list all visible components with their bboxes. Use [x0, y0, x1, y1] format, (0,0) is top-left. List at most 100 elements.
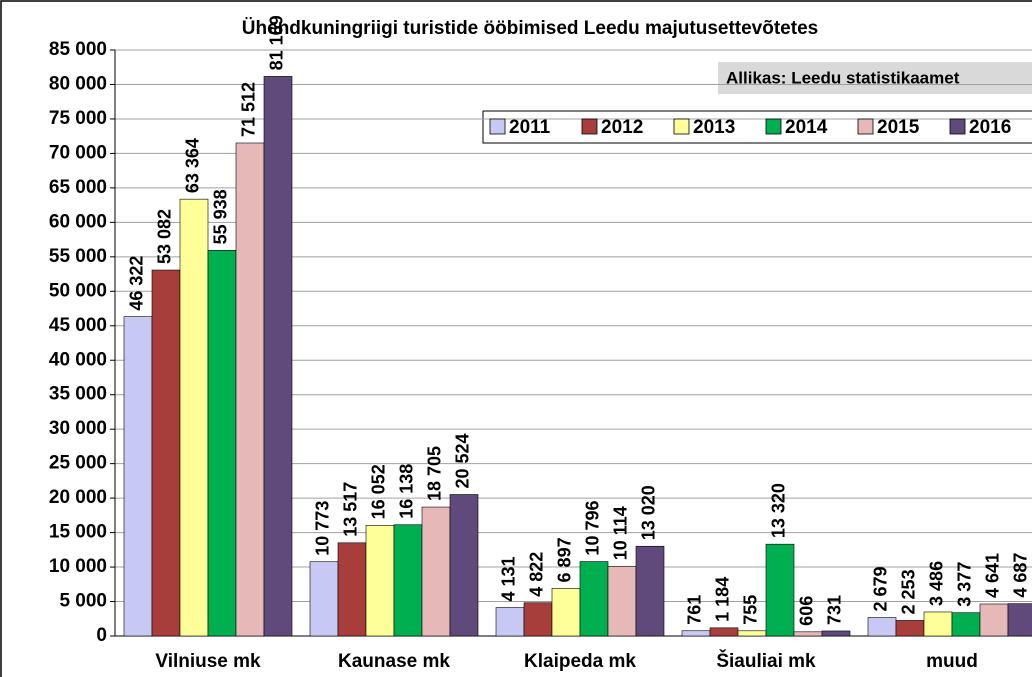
legend-label: 2015 — [877, 117, 920, 138]
data-label: 16 052 — [369, 464, 389, 519]
legend-label: 2014 — [785, 117, 828, 138]
bar — [895, 620, 925, 637]
data-label: 16 138 — [397, 464, 417, 519]
data-label: 53 082 — [155, 209, 175, 264]
bar — [207, 250, 237, 637]
data-label: 55 938 — [211, 189, 231, 244]
data-label: 81 169 — [267, 15, 287, 70]
y-tick-label: 0 — [96, 625, 107, 646]
bar — [765, 543, 795, 637]
legend-label: 2013 — [693, 117, 735, 138]
x-tick-label: muud — [926, 651, 978, 672]
bar — [709, 627, 739, 637]
legend-swatch — [581, 118, 598, 135]
bar — [151, 269, 181, 637]
y-tick-label: 60 000 — [49, 211, 107, 232]
bar — [235, 142, 265, 637]
bar — [123, 316, 153, 637]
data-label: 4 641 — [983, 553, 1003, 598]
bar — [737, 630, 767, 637]
bar — [607, 565, 637, 637]
x-tick-label: Klaipeda mk — [524, 651, 636, 672]
y-tick-label: 70 000 — [49, 142, 107, 163]
data-label: 18 705 — [425, 446, 445, 501]
legend-swatch — [673, 118, 690, 135]
bar — [821, 630, 851, 637]
bar — [579, 561, 609, 637]
data-label: 4 822 — [527, 552, 547, 597]
y-tick-label: 40 000 — [49, 349, 107, 370]
data-label: 20 524 — [453, 433, 473, 488]
bar — [951, 612, 981, 637]
data-label: 46 322 — [127, 256, 147, 311]
data-label: 10 796 — [583, 501, 603, 556]
legend-swatch — [857, 118, 874, 135]
bar — [179, 198, 209, 637]
data-label: 10 114 — [611, 506, 631, 560]
data-label: 13 020 — [639, 485, 659, 540]
y-tick-label: 80 000 — [49, 73, 107, 94]
y-tick-label: 25 000 — [49, 453, 107, 474]
data-label: 4 131 — [499, 556, 519, 601]
y-tick-label: 75 000 — [49, 108, 107, 129]
bar — [551, 588, 581, 637]
data-label: 63 364 — [183, 138, 203, 193]
legend-label: 2011 — [509, 117, 551, 138]
bar — [365, 525, 395, 637]
y-tick-label: 55 000 — [49, 246, 107, 267]
legend — [482, 110, 1032, 144]
bar — [309, 561, 339, 637]
x-tick-label: Vilniuse mk — [155, 651, 261, 672]
data-label: 4 687 — [1011, 553, 1031, 598]
y-tick-label: 50 000 — [49, 280, 107, 301]
legend-swatch — [489, 118, 506, 135]
source-note: Allikas: Leedu statistikaamet — [726, 68, 960, 87]
data-label: 755 — [741, 595, 761, 625]
bar — [1007, 603, 1032, 637]
y-tick-label: 85 000 — [49, 39, 107, 60]
y-tick-label: 65 000 — [49, 177, 107, 198]
y-tick-label: 35 000 — [49, 384, 107, 405]
bar — [523, 602, 553, 637]
chart-title: Ühendkuningriigi turistide ööbimised Lee… — [242, 18, 818, 39]
bar — [793, 631, 823, 637]
data-label: 761 — [685, 595, 705, 625]
y-tick-label: 20 000 — [49, 487, 107, 508]
data-label: 13 517 — [341, 482, 361, 537]
bar — [263, 76, 293, 637]
y-tick-label: 5 000 — [59, 591, 107, 612]
y-tick-label: 30 000 — [49, 418, 107, 439]
data-label: 731 — [825, 595, 845, 625]
legend-swatch — [949, 118, 966, 135]
bar — [979, 603, 1009, 637]
bar — [495, 607, 525, 637]
data-label: 6 897 — [555, 537, 575, 582]
bar — [867, 617, 897, 637]
data-label: 13 320 — [769, 483, 789, 538]
data-label: 71 512 — [239, 82, 259, 137]
data-label: 1 184 — [713, 577, 733, 622]
bar — [421, 506, 451, 637]
legend-label: 2012 — [601, 117, 643, 138]
data-label: 3 377 — [955, 562, 975, 607]
bar — [923, 611, 953, 637]
data-label: 2 679 — [871, 566, 891, 611]
x-tick-label: Kaunase mk — [338, 651, 450, 672]
bar — [635, 545, 665, 637]
source-box — [718, 62, 1032, 94]
bar — [337, 542, 367, 637]
data-label: 3 486 — [927, 561, 947, 606]
data-label: 10 773 — [313, 501, 333, 556]
x-tick-label: Šiauliai mk — [716, 650, 816, 672]
data-label: 606 — [797, 596, 817, 626]
data-label: 2 253 — [899, 569, 919, 614]
y-tick-label: 15 000 — [49, 522, 107, 543]
legend-swatch — [765, 118, 782, 135]
bar — [681, 630, 711, 637]
y-tick-label: 45 000 — [49, 315, 107, 336]
bar — [393, 524, 423, 637]
bar — [449, 494, 479, 637]
y-tick-label: 10 000 — [49, 556, 107, 577]
legend-label: 2016 — [969, 117, 1011, 138]
